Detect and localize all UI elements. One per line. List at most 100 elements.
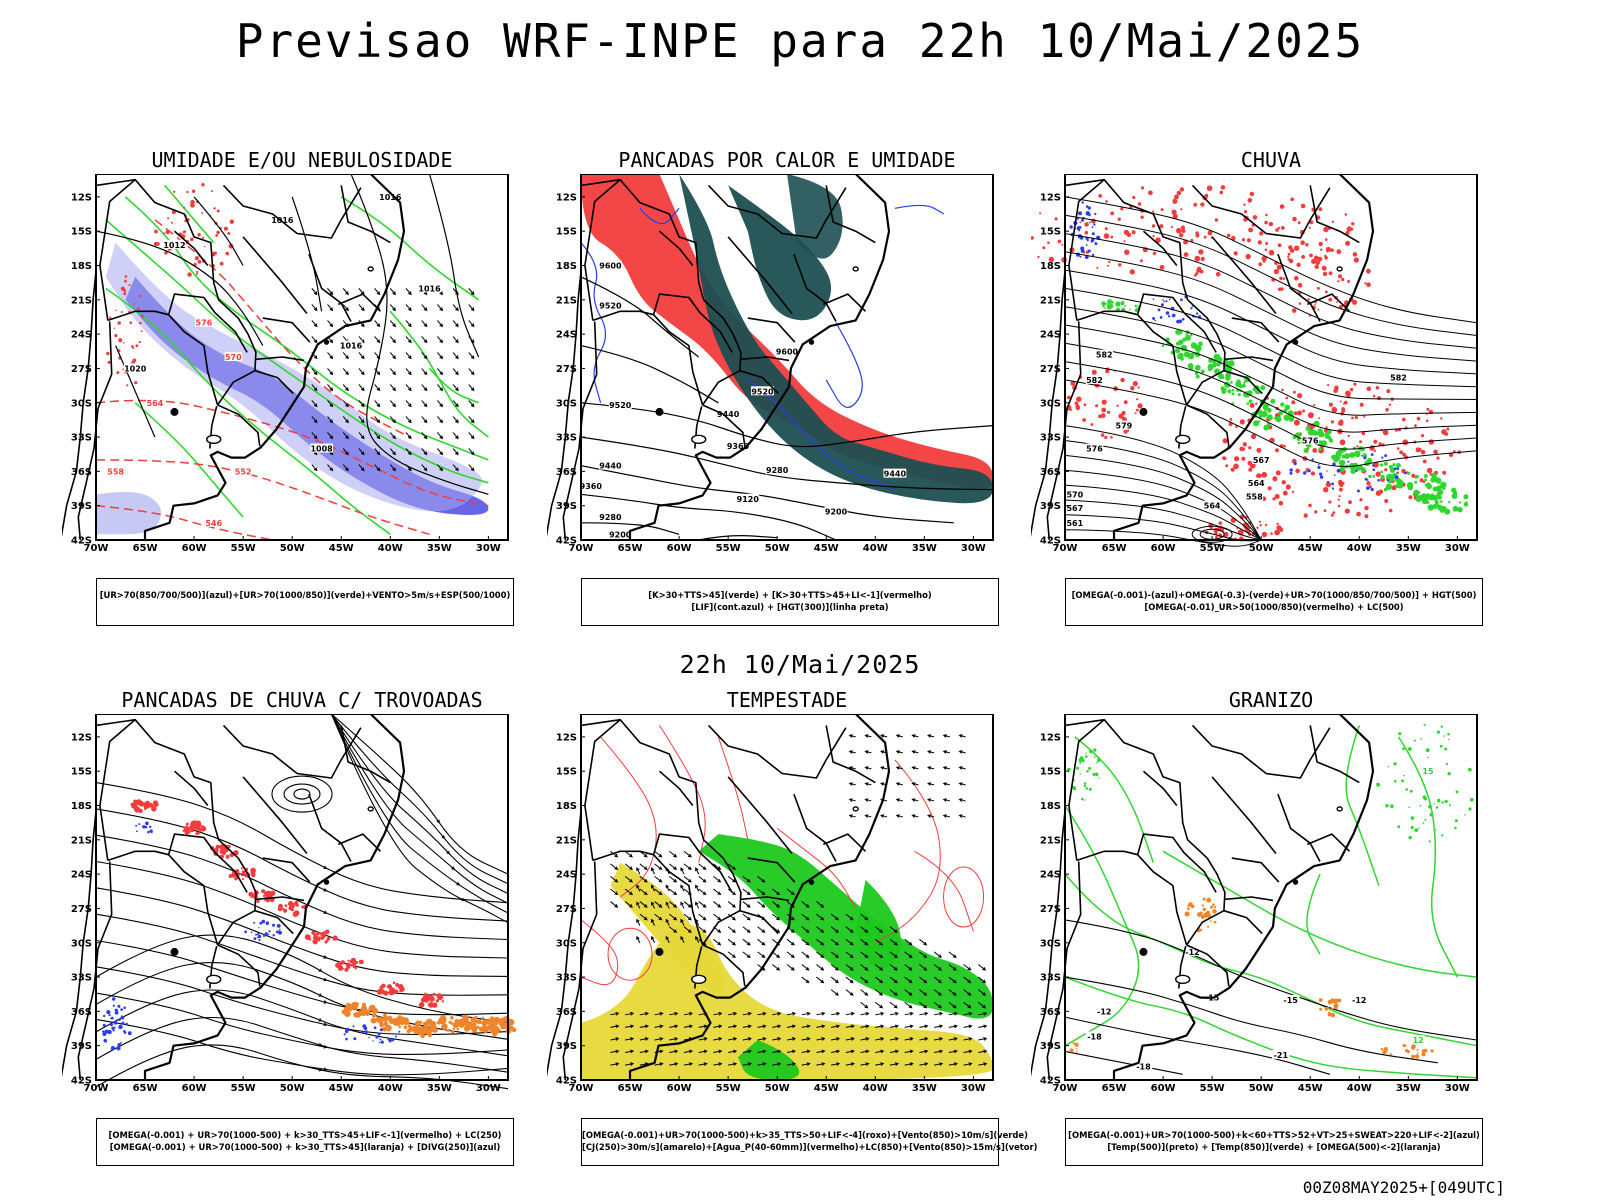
rain-red-cell <box>1258 520 1262 523</box>
rain-red-cell <box>1173 198 1176 201</box>
country-border <box>822 293 867 312</box>
height-contour <box>1064 214 1478 336</box>
wind-vector-head <box>659 1024 664 1029</box>
lon-tick-label: 60W <box>182 1083 207 1094</box>
wind-vector <box>452 448 459 455</box>
wind-vector-head <box>318 1042 323 1047</box>
wind-vector-head <box>360 355 365 360</box>
map-border <box>95 714 509 1081</box>
wind-vector <box>860 1050 869 1054</box>
panel-tempestade: TEMPESTADE 12S 15S 18S 21S 24S 27S 30S 33S 36S 39… <box>547 688 1038 1166</box>
storm-orange-cell <box>346 1014 350 1017</box>
wind-vector-head <box>939 1037 944 1041</box>
rain-green-cell <box>1432 503 1438 509</box>
wind-vector <box>845 964 854 971</box>
wind-vector <box>610 1063 619 1066</box>
wind-vector-head <box>850 1024 855 1029</box>
lon-tick-label: 35W <box>912 1083 937 1094</box>
wind-vector-head <box>895 734 900 738</box>
wind-vector-head <box>864 992 869 996</box>
wind-vector-head <box>880 766 885 770</box>
wind-vector-head <box>927 734 932 738</box>
wind-vector <box>654 850 662 858</box>
wind-vector-head <box>695 935 699 940</box>
divergence-blue-cell <box>353 1037 357 1041</box>
lat-tick-label: 12S <box>1040 192 1061 203</box>
wind-vector-head <box>942 750 947 754</box>
rain-blue-cell <box>1326 481 1330 484</box>
storm-red-cell <box>359 959 364 965</box>
contour-label-bg <box>234 466 252 476</box>
rain-green-cell <box>1313 420 1320 427</box>
height-contour <box>1064 484 1262 541</box>
storm-red-cell <box>325 929 330 935</box>
wind-vector-head <box>636 867 640 872</box>
rain-green-cell <box>1104 307 1107 310</box>
wind-vector-head <box>864 916 869 921</box>
map-border <box>580 714 994 1081</box>
country-border <box>340 725 391 784</box>
rain-red-cell <box>1291 400 1296 405</box>
wind-vector-head <box>665 901 669 906</box>
storm-orange-cell <box>481 1016 485 1020</box>
lon-tick-label: 60W <box>1151 1083 1176 1094</box>
wind-vector <box>874 976 883 983</box>
country-border <box>337 293 382 312</box>
wind-vector-head <box>408 451 412 456</box>
wind-vector-head <box>680 918 684 923</box>
rain-red-cell <box>1277 287 1282 292</box>
wind-vector <box>327 304 333 311</box>
wind-vector-head <box>651 901 655 906</box>
contour-label-bg <box>1066 502 1084 512</box>
wind-vector <box>624 850 633 858</box>
wind-vector <box>327 464 333 471</box>
wind-vector-head <box>967 979 972 984</box>
wind-vector-head <box>836 1049 841 1054</box>
storm-red-cell <box>250 873 254 876</box>
wind-vector <box>405 288 412 295</box>
wind-vector-head <box>636 918 640 923</box>
height-contour <box>1064 251 1478 362</box>
wind-vector <box>860 964 868 971</box>
lon-tick-label: 70W <box>1053 543 1078 554</box>
red-contour-fragment <box>141 314 144 318</box>
wind-vector-head <box>658 891 663 896</box>
wind-vector <box>695 867 700 875</box>
wind-vector <box>978 1012 987 1016</box>
divergence-blue-cell <box>362 1024 367 1029</box>
red-contour-fragment <box>227 232 231 235</box>
wind-vector <box>928 766 935 770</box>
rain-red-cell <box>1257 240 1262 245</box>
wind-vector <box>342 288 349 295</box>
temp850-fragment <box>1085 752 1087 754</box>
wind-vector <box>625 1050 634 1054</box>
wind-vector-head <box>908 967 913 971</box>
wind-vector <box>374 464 380 471</box>
wind-vector <box>742 1025 751 1028</box>
wind-vector <box>933 976 942 983</box>
rain-blue-cell <box>1081 201 1084 204</box>
lat-tick-label: 15S <box>556 767 577 778</box>
wind-vector-head <box>439 387 444 392</box>
lon-tick-label: 35W <box>912 543 937 554</box>
wind-vector <box>327 416 333 423</box>
wind-vector-head <box>762 1011 767 1016</box>
wind-vector <box>374 368 380 375</box>
country-border <box>740 356 790 362</box>
rain-red-cell <box>1343 400 1348 405</box>
streamline <box>95 1016 509 1073</box>
rain-red-cell <box>1194 273 1197 277</box>
wind-vector-head <box>821 1062 826 1066</box>
rain-red-cell <box>1181 229 1186 233</box>
divergence-blue-cell <box>108 1014 111 1017</box>
wind-vector <box>624 876 633 883</box>
wind-vector <box>421 416 428 423</box>
storm-red-cell <box>248 891 254 897</box>
storm-red-cell <box>294 901 299 905</box>
wind-vector <box>757 876 765 883</box>
country-border <box>739 909 779 935</box>
storm-orange-cell <box>433 1025 438 1030</box>
wind-vector <box>948 1063 957 1066</box>
rain-red-cell <box>1252 215 1258 220</box>
rain-red-cell <box>1359 402 1364 407</box>
